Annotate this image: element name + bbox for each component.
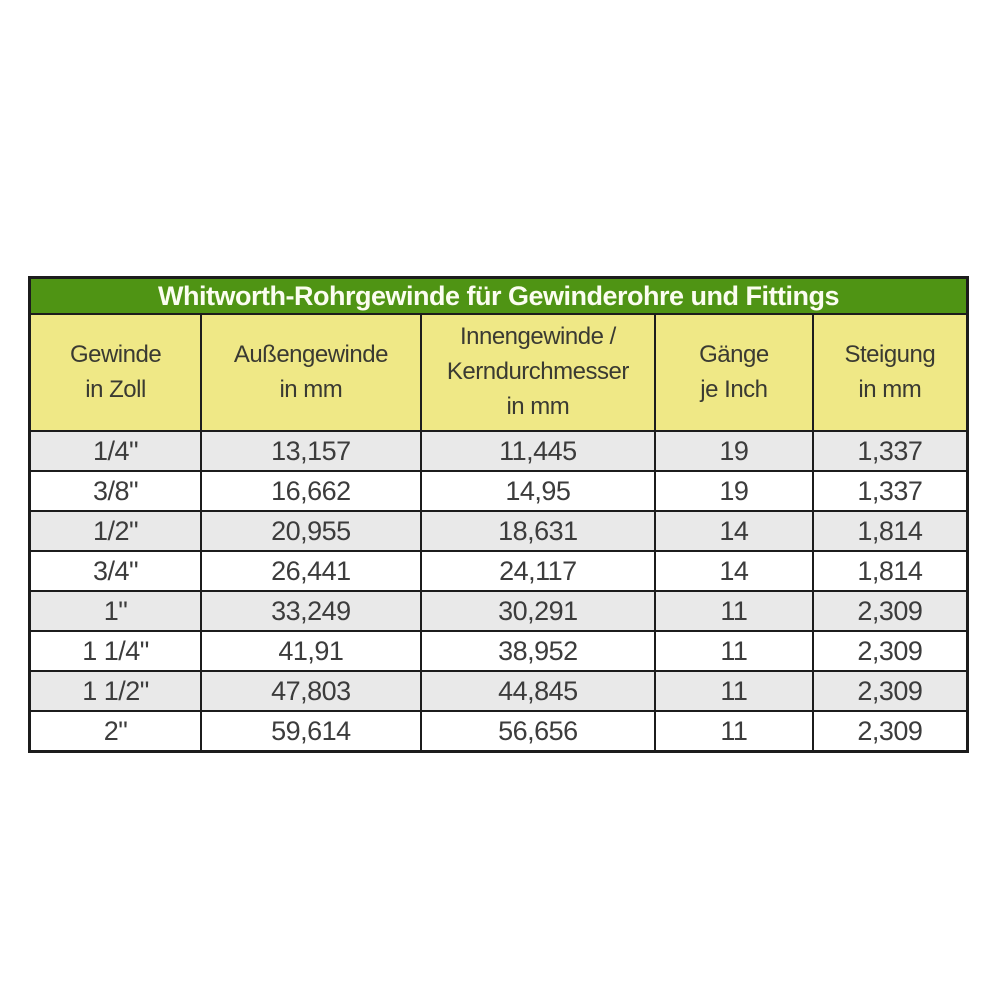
- cell-pitch: 2,309: [811, 590, 969, 632]
- cell-inner-diameter: 11,445: [419, 430, 657, 472]
- table-row: 3/4" 26,441 24,117 14 1,814: [28, 550, 969, 592]
- cell-size: 1 1/2": [28, 670, 203, 712]
- table-row: 1/2" 20,955 18,631 14 1,814: [28, 510, 969, 552]
- col-header-innengewinde-kerndurchmesser: Innengewinde / Kerndurchmesser in mm: [419, 313, 657, 432]
- cell-size: 3/8": [28, 470, 203, 512]
- cell-outer-diameter: 20,955: [200, 510, 422, 552]
- header-row: Gewinde in Zoll Außengewinde in mm Innen…: [28, 313, 969, 432]
- cell-pitch: 2,309: [811, 630, 969, 672]
- cell-threads-per-inch: 11: [654, 590, 814, 632]
- cell-inner-diameter: 14,95: [419, 470, 657, 512]
- cell-threads-per-inch: 11: [654, 670, 814, 712]
- cell-threads-per-inch: 19: [654, 470, 814, 512]
- col-header-steigung: Steigung in mm: [811, 313, 969, 432]
- cell-inner-diameter: 24,117: [419, 550, 657, 592]
- col-header-aussengewinde: Außengewinde in mm: [200, 313, 422, 432]
- cell-threads-per-inch: 14: [654, 510, 814, 552]
- cell-pitch: 1,814: [811, 510, 969, 552]
- cell-inner-diameter: 38,952: [419, 630, 657, 672]
- cell-outer-diameter: 59,614: [200, 710, 422, 753]
- title-row: Whitworth-Rohrgewinde für Gewinderohre u…: [28, 276, 969, 315]
- cell-pitch: 2,309: [811, 670, 969, 712]
- cell-inner-diameter: 56,656: [419, 710, 657, 753]
- cell-pitch: 1,337: [811, 470, 969, 512]
- cell-size: 2": [28, 710, 203, 753]
- cell-outer-diameter: 16,662: [200, 470, 422, 512]
- table-row: 1" 33,249 30,291 11 2,309: [28, 590, 969, 632]
- cell-outer-diameter: 47,803: [200, 670, 422, 712]
- cell-outer-diameter: 26,441: [200, 550, 422, 592]
- cell-inner-diameter: 18,631: [419, 510, 657, 552]
- cell-inner-diameter: 30,291: [419, 590, 657, 632]
- cell-pitch: 2,309: [811, 710, 969, 753]
- cell-inner-diameter: 44,845: [419, 670, 657, 712]
- cell-size: 1 1/4": [28, 630, 203, 672]
- cell-size: 3/4": [28, 550, 203, 592]
- table-row: 3/8" 16,662 14,95 19 1,337: [28, 470, 969, 512]
- table-title: Whitworth-Rohrgewinde für Gewinderohre u…: [28, 276, 969, 315]
- cell-size: 1/2": [28, 510, 203, 552]
- cell-outer-diameter: 41,91: [200, 630, 422, 672]
- cell-size: 1/4": [28, 430, 203, 472]
- col-header-gewinde-in-zoll: Gewinde in Zoll: [28, 313, 203, 432]
- col-header-gaenge-je-inch: Gänge je Inch: [654, 313, 814, 432]
- table-row: 2" 59,614 56,656 11 2,309: [28, 710, 969, 753]
- table-row: 1 1/4" 41,91 38,952 11 2,309: [28, 630, 969, 672]
- cell-threads-per-inch: 11: [654, 710, 814, 753]
- cell-threads-per-inch: 11: [654, 630, 814, 672]
- cell-pitch: 1,814: [811, 550, 969, 592]
- cell-outer-diameter: 13,157: [200, 430, 422, 472]
- table-row: 1 1/2" 47,803 44,845 11 2,309: [28, 670, 969, 712]
- cell-pitch: 1,337: [811, 430, 969, 472]
- table-row: 1/4" 13,157 11,445 19 1,337: [28, 430, 969, 472]
- cell-threads-per-inch: 19: [654, 430, 814, 472]
- cell-size: 1": [28, 590, 203, 632]
- cell-threads-per-inch: 14: [654, 550, 814, 592]
- cell-outer-diameter: 33,249: [200, 590, 422, 632]
- whitworth-thread-table: Whitworth-Rohrgewinde für Gewinderohre u…: [28, 276, 969, 753]
